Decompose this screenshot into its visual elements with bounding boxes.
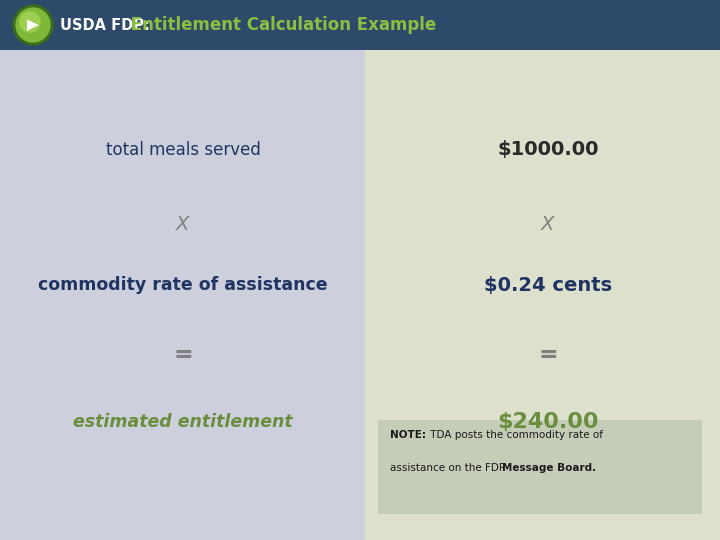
Text: Entitlement Calculation Example: Entitlement Calculation Example (125, 16, 436, 34)
Bar (365, 50, 720, 540)
Text: $1000.00: $1000.00 (498, 140, 599, 159)
Text: Message Board.: Message Board. (502, 463, 596, 473)
Text: X: X (541, 215, 554, 234)
Text: estimated entitlement: estimated entitlement (73, 413, 293, 431)
Text: X: X (176, 215, 189, 234)
Text: NOTE:: NOTE: (390, 430, 426, 440)
Text: =: = (173, 343, 193, 367)
Text: $0.24 cents: $0.24 cents (484, 275, 612, 294)
Circle shape (20, 12, 40, 32)
Circle shape (16, 8, 50, 42)
Bar (0, 50, 365, 540)
Text: USDA FDP:: USDA FDP: (60, 17, 150, 32)
Text: commodity rate of assistance: commodity rate of assistance (38, 276, 328, 294)
Text: TDA posts the commodity rate of: TDA posts the commodity rate of (427, 430, 603, 440)
Circle shape (13, 5, 53, 45)
Bar (0, 0, 720, 50)
Text: $240.00: $240.00 (498, 412, 599, 432)
Text: ▶: ▶ (27, 17, 39, 32)
FancyBboxPatch shape (378, 420, 702, 514)
Text: assistance on the FDP: assistance on the FDP (390, 463, 508, 473)
Text: =: = (538, 343, 558, 367)
Text: total meals served: total meals served (106, 141, 261, 159)
